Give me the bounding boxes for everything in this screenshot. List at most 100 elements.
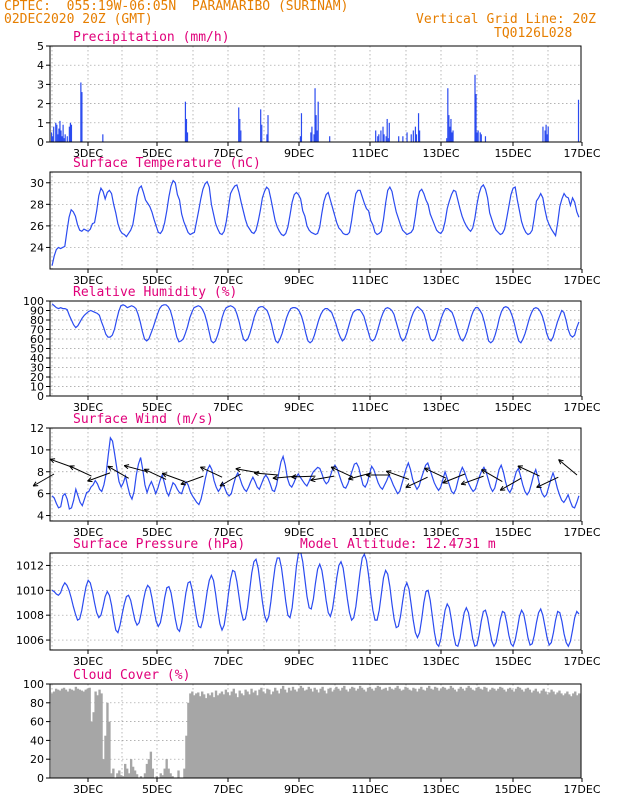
- cloud-bar: [66, 691, 70, 778]
- cloud-bar: [532, 690, 535, 778]
- rh-xtick-label: 13DEC: [422, 401, 459, 414]
- cloud-ytick-label: 100: [23, 678, 44, 691]
- precip-xtick-label: 11DEC: [351, 147, 388, 160]
- rh-ytick-label: 0: [37, 390, 44, 403]
- cloud-bar: [272, 691, 275, 778]
- wind-ytick-label: 4: [37, 510, 44, 523]
- wind-xtick-label: 13DEC: [422, 526, 459, 539]
- cloud-bar: [382, 688, 385, 778]
- cloud-xtick-label: 15DEC: [494, 783, 531, 796]
- precip-bar: [385, 136, 387, 142]
- cloud-bar: [402, 689, 405, 778]
- precip-bar: [261, 124, 263, 142]
- cloud-bar: [503, 689, 506, 778]
- wind-vector-head: [499, 485, 504, 491]
- cloud-bar: [171, 776, 174, 778]
- temp-ytick-label: 28: [30, 198, 44, 211]
- cloud-bar: [149, 751, 153, 778]
- cloud-bar: [317, 692, 320, 778]
- cloud-bar: [60, 688, 64, 778]
- temp-panel-title: Surface Temperature (nC): [73, 156, 261, 171]
- cloud-bar: [477, 686, 480, 778]
- pressure-ytick-label: 1008: [16, 609, 44, 622]
- wind-panel-title: Surface Wind (m/s): [73, 412, 214, 427]
- cloud-bar: [124, 763, 127, 778]
- cloud-bar: [343, 685, 346, 778]
- cloud-bar: [52, 691, 56, 778]
- wind-vector-head: [365, 474, 371, 478]
- precip-bar: [377, 136, 379, 142]
- cloud-bar: [151, 768, 155, 778]
- pressure-frame: [49, 552, 582, 651]
- cloud-bar: [206, 693, 210, 778]
- cloud-bar: [556, 692, 559, 778]
- pressure-xtick-label: 15DEC: [494, 655, 531, 668]
- cloud-bar: [112, 768, 115, 778]
- cloud-bar: [353, 687, 356, 778]
- cloud-bar: [167, 768, 170, 778]
- cloud-bar: [380, 689, 384, 778]
- cloud-bar: [461, 688, 464, 778]
- cloud-bar: [96, 695, 99, 778]
- cloud-bar: [528, 689, 532, 778]
- cloud-bar: [58, 690, 62, 778]
- precip-bar: [51, 132, 53, 142]
- temp-xtick-label: 9DEC: [284, 274, 314, 287]
- cloud-bar: [390, 688, 393, 778]
- cloud-bar: [550, 689, 553, 778]
- cloud-bar: [258, 689, 261, 778]
- cloud-bar: [445, 689, 449, 778]
- precip-bar: [314, 88, 316, 142]
- rh-ytick-label: 50: [30, 343, 44, 356]
- pressure-xtick-label: 9DEC: [284, 655, 314, 668]
- pressure-ytick-label: 1006: [16, 634, 44, 647]
- wind-vector-head: [50, 458, 56, 460]
- cloud-bar: [487, 691, 490, 778]
- cloud-xtick-label: 11DEC: [351, 783, 388, 796]
- precip-bar: [299, 136, 302, 142]
- wind-vector-head: [272, 475, 278, 479]
- cloud-ytick-label: 0: [37, 772, 44, 785]
- precip-bar: [476, 132, 478, 142]
- precip-xtick-label: 17DEC: [563, 147, 600, 160]
- wind-vector-head: [386, 470, 392, 472]
- cloud-bar: [544, 691, 547, 778]
- wind-frame: [49, 427, 582, 522]
- cloud-bar: [274, 687, 277, 778]
- cloud-bar: [449, 685, 453, 778]
- cloud-bar: [453, 689, 457, 778]
- wind-vector-head: [143, 468, 148, 474]
- cloud-bar: [333, 689, 336, 778]
- cloud-bar: [220, 691, 224, 778]
- precip-xtick-label: 13DEC: [422, 147, 459, 160]
- wind-vector-head: [424, 467, 429, 473]
- temp-xtick-label: 11DEC: [351, 274, 388, 287]
- rh-xtick-label: 17DEC: [563, 401, 600, 414]
- cloud-bar: [51, 693, 54, 778]
- wind-vector: [87, 472, 111, 482]
- cloud-bar: [228, 695, 232, 778]
- cloud-bar: [429, 688, 433, 778]
- precip-bar: [451, 132, 453, 142]
- cloud-bar: [578, 693, 581, 778]
- precip-bar: [64, 134, 66, 142]
- precip-bar: [184, 101, 187, 142]
- cloud-bar: [195, 693, 198, 778]
- precip-ytick-label: 2: [37, 98, 44, 111]
- rh-xtick-label: 15DEC: [494, 401, 531, 414]
- temp-xtick-label: 13DEC: [422, 274, 459, 287]
- wind-ytick-label: 12: [30, 422, 44, 435]
- wind-vector-head: [310, 479, 316, 483]
- cloud-bar: [279, 688, 283, 778]
- precip-bar: [380, 130, 382, 142]
- temp-frame: [49, 171, 582, 270]
- wind-vector-head: [69, 465, 74, 471]
- precip-bar: [313, 134, 315, 142]
- cloud-bar: [506, 688, 510, 778]
- precip-bar: [80, 82, 82, 142]
- cloud-bar: [376, 685, 380, 778]
- cloud-bar: [347, 691, 350, 778]
- wind-vector: [310, 475, 335, 481]
- cloud-bar: [459, 686, 462, 778]
- cloud-bar: [252, 692, 255, 778]
